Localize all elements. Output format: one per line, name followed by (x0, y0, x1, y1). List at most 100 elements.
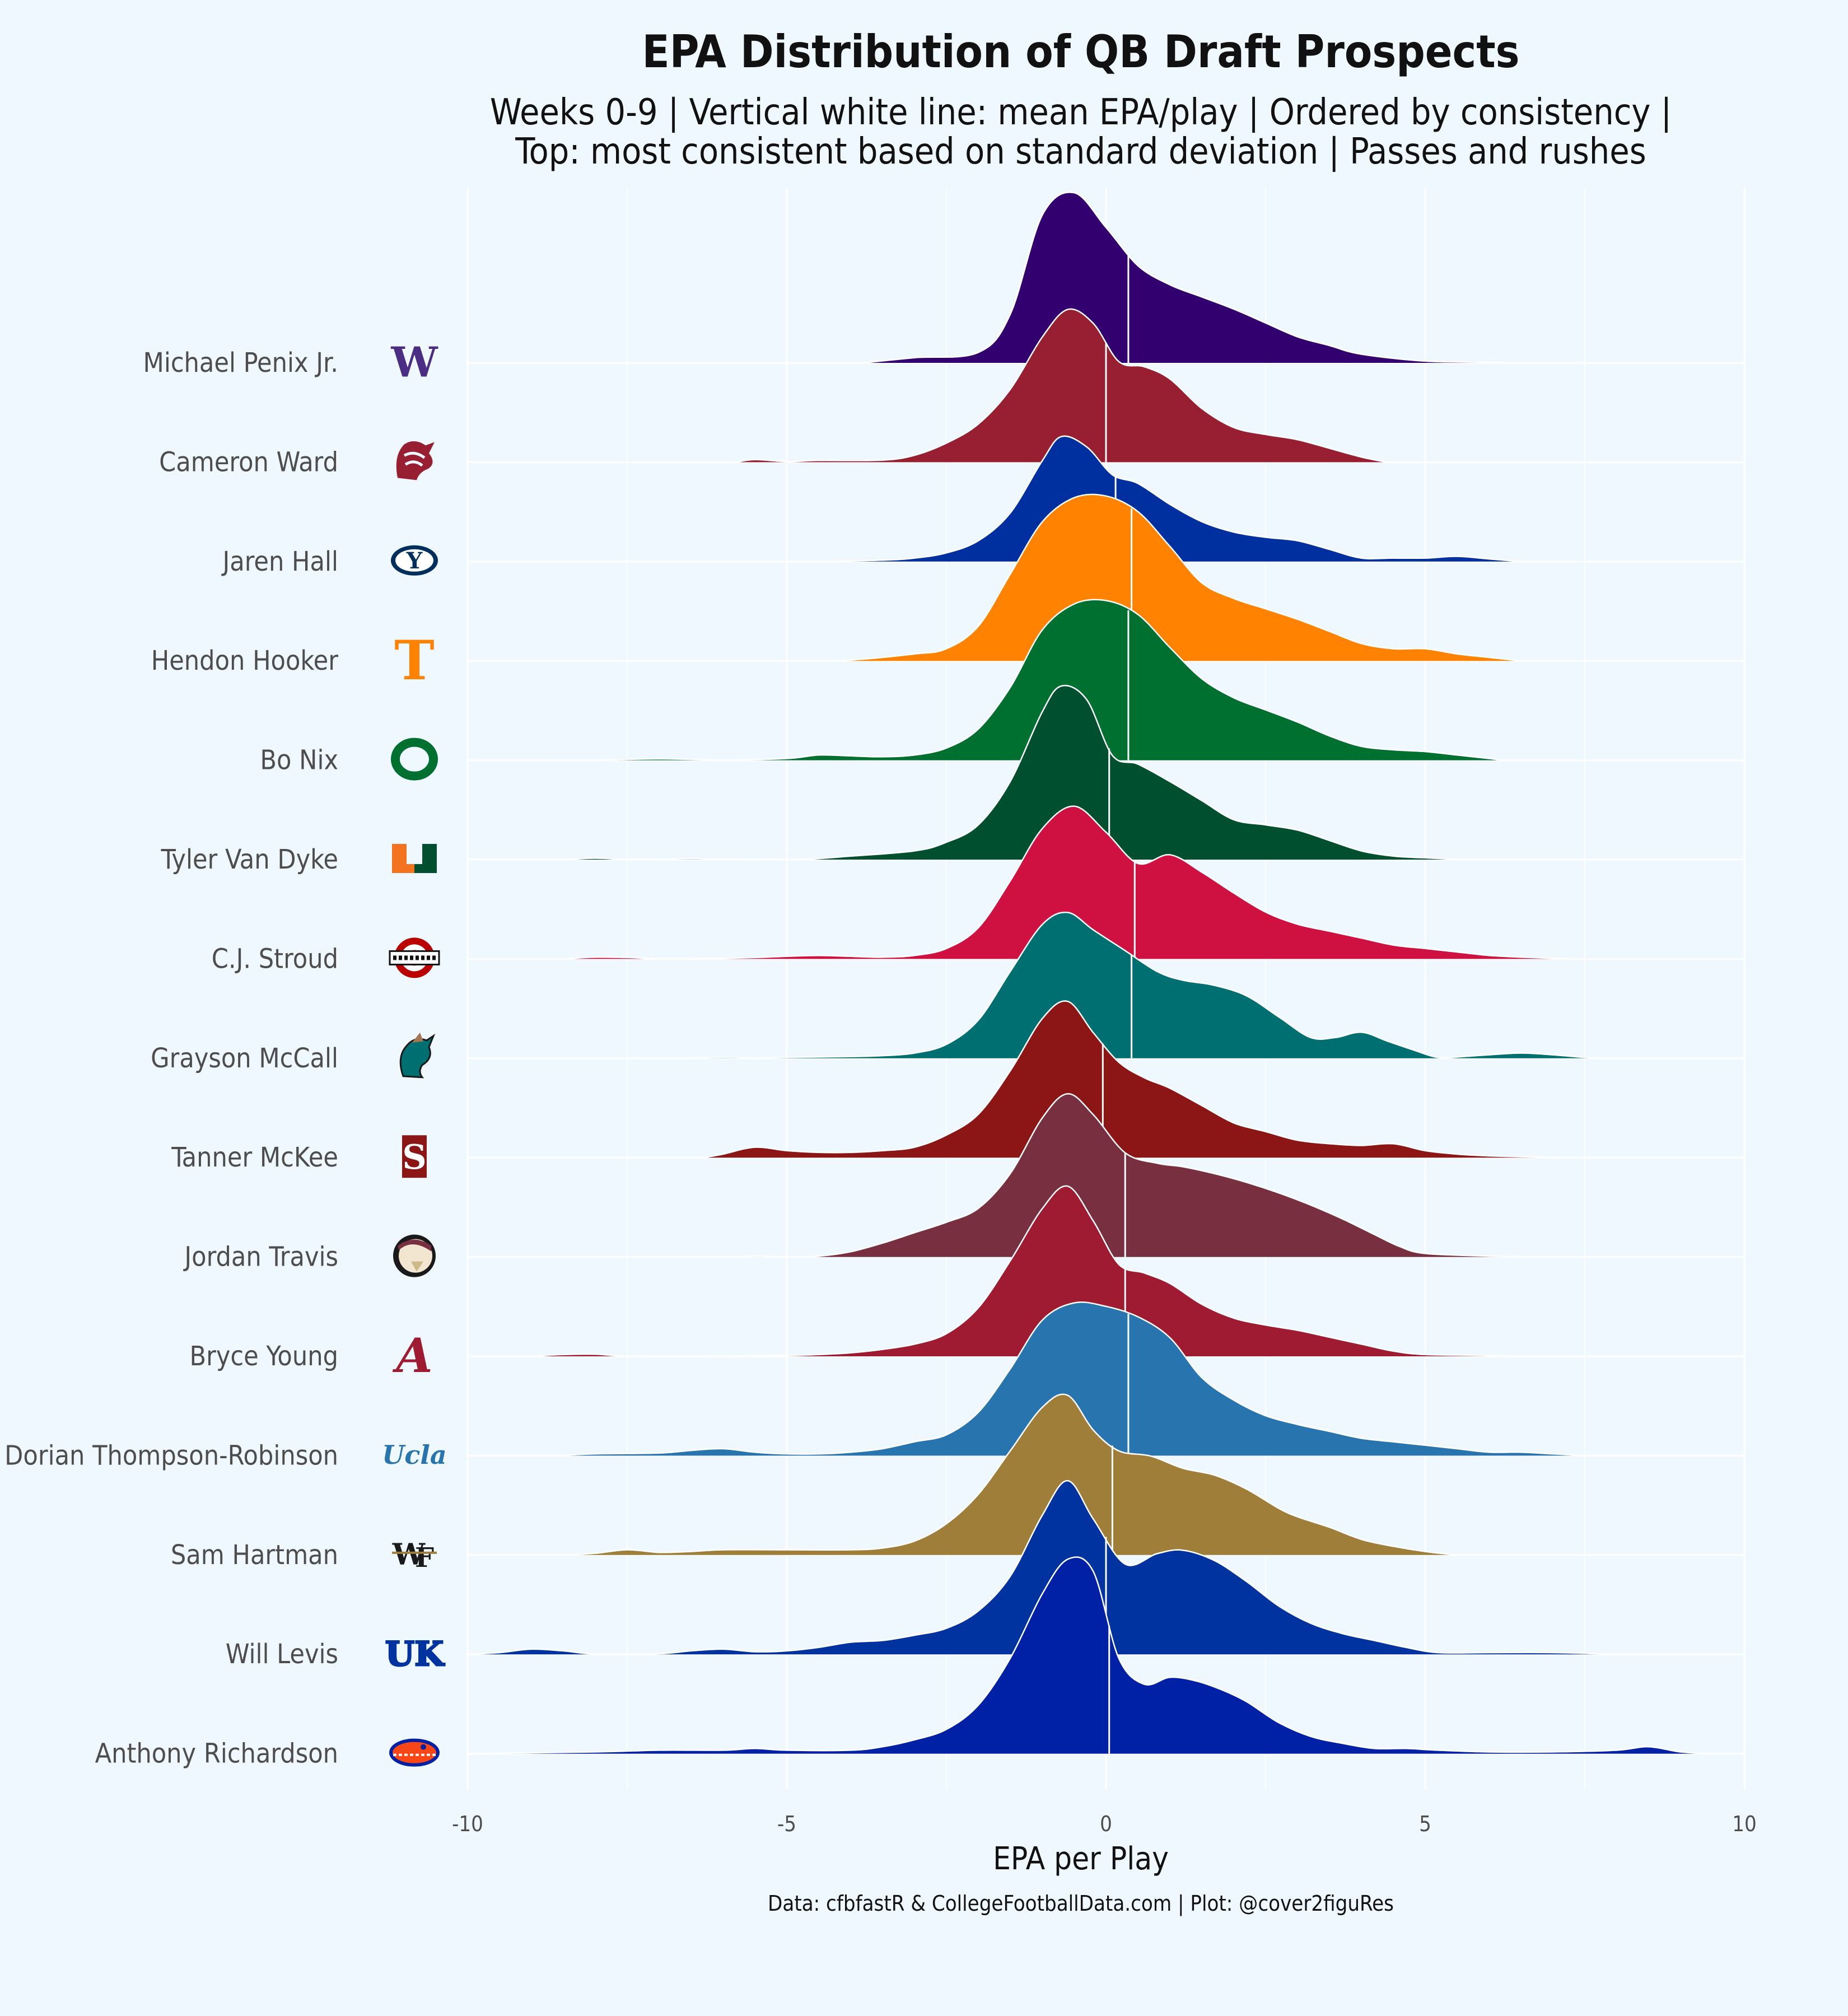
density-area (863, 192, 1515, 363)
density-area (799, 494, 1521, 661)
chart-title: EPA Distribution of QB Draft Prospects (642, 26, 1520, 78)
ridge-group (557, 1301, 1585, 1457)
density-outline (531, 1185, 1522, 1357)
player-label: Michael Penix Jr. (143, 347, 338, 379)
player-label: Tyler Van Dyke (161, 844, 339, 875)
player-label: Grayson McCall (151, 1043, 338, 1074)
chanticleer-comb (412, 1032, 423, 1043)
player-label: Dorian Thompson-Robinson (4, 1440, 338, 1471)
density-area (735, 309, 1387, 463)
density-area (671, 912, 1611, 1058)
ridge-group (499, 599, 1502, 761)
tennessee-t-logo: T (394, 629, 434, 692)
density-area (531, 1186, 1521, 1356)
logo-lettering: F (415, 1542, 434, 1574)
wake-forest-logo: WF (392, 1538, 437, 1574)
density-outline (799, 493, 1522, 662)
density-outline (703, 1000, 1566, 1159)
density-area (563, 685, 1464, 860)
density-area (819, 436, 1521, 562)
density-outline (735, 308, 1387, 463)
stanford-block-s (402, 1135, 427, 1178)
density-area (735, 1094, 1553, 1257)
wf-gold-stripe (392, 1551, 437, 1554)
density-area (703, 1001, 1566, 1158)
density-outline (563, 805, 1579, 960)
gator-eye (421, 1744, 426, 1750)
density-area (563, 806, 1579, 959)
miami-u-logo (392, 844, 437, 873)
x-tick-label: -5 (777, 1812, 796, 1836)
density-outline (499, 599, 1502, 761)
fsu-face (399, 1239, 432, 1273)
oregon-o-ring (391, 738, 438, 781)
density-area (557, 1302, 1585, 1456)
density-outline (563, 684, 1464, 861)
coastal-carolina-logo (399, 1032, 436, 1079)
density-area (468, 1481, 1617, 1655)
ridge-group (863, 192, 1515, 364)
player-label: C.J. Stroud (212, 943, 338, 974)
logo-lettering: W (392, 1538, 426, 1572)
byu-y-logo: Y (391, 545, 438, 576)
player-label: Cameron Ward (159, 446, 338, 478)
logo-lettering: UK (385, 1635, 445, 1674)
player-label: Hendon Hooker (151, 645, 339, 676)
x-tick-label: 5 (1419, 1812, 1431, 1836)
osu-band (389, 950, 440, 965)
u-right (414, 844, 437, 873)
density-outline (818, 435, 1522, 563)
x-tick-label: 0 (1100, 1812, 1112, 1836)
u-left (392, 844, 414, 873)
density-outline (557, 1301, 1585, 1457)
byu-oval-inner (395, 549, 433, 572)
ohio-state-logo (389, 937, 440, 978)
logo-lettering: T (394, 629, 434, 692)
fsu-paint (411, 1261, 423, 1272)
logo-lettering: Ucla (382, 1440, 446, 1470)
density-outline (671, 911, 1611, 1060)
ridge-layer (467, 192, 1713, 1754)
chart-caption: Data: cfbfastR & CollegeFootballData.com… (768, 1891, 1394, 1916)
x-tick-label: 10 (1732, 1812, 1757, 1836)
ridge-group (735, 1093, 1553, 1258)
washington-w-logo: W (390, 339, 438, 387)
wsu-cougar-logo (396, 441, 435, 480)
density-outline (467, 1556, 1713, 1754)
ridge-group (671, 911, 1611, 1060)
player-label: Sam Hartman (171, 1539, 338, 1571)
florida-gator-logo (389, 1738, 440, 1767)
logo-lettering: S (402, 1138, 426, 1177)
logo-lettering: A (392, 1328, 432, 1383)
kentucky-uk-logo: UK (384, 1634, 445, 1674)
x-tick-label: -10 (452, 1812, 483, 1836)
ridge-group (467, 1556, 1713, 1754)
logo-lettering: Y (406, 548, 423, 574)
player-label: Anthony Richardson (95, 1738, 338, 1770)
stanford-s-logo: S (402, 1135, 427, 1178)
density-outline (563, 1393, 1458, 1556)
gator-head (389, 1738, 440, 1767)
player-label: Tanner McKee (171, 1142, 338, 1173)
x-axis-label: EPA per Play (993, 1841, 1169, 1877)
density-area (468, 1557, 1712, 1754)
chanticleer-body (399, 1033, 436, 1079)
density-outline (863, 192, 1515, 364)
fsu-seminole-logo (393, 1234, 436, 1277)
ridge-group (735, 308, 1387, 463)
alabama-a-logo: A (392, 1328, 432, 1383)
density-outline (467, 1480, 1617, 1655)
label-layer: Michael Penix Jr. W Cameron Ward Jaren Hall… (4, 339, 447, 1770)
logo-lettering: W (390, 339, 438, 387)
player-label: Jaren Hall (221, 546, 338, 577)
chart-subtitle-line-1: Weeks 0-9 | Vertical white line: mean EP… (490, 92, 1672, 133)
ucla-logo: Ucla (382, 1440, 446, 1470)
cougar-marks (403, 451, 426, 467)
ridge-group (563, 1393, 1458, 1556)
density-outline (735, 1093, 1553, 1258)
density-area (500, 599, 1502, 760)
player-label: Bryce Young (189, 1341, 338, 1372)
player-label: Jordan Travis (183, 1242, 338, 1273)
